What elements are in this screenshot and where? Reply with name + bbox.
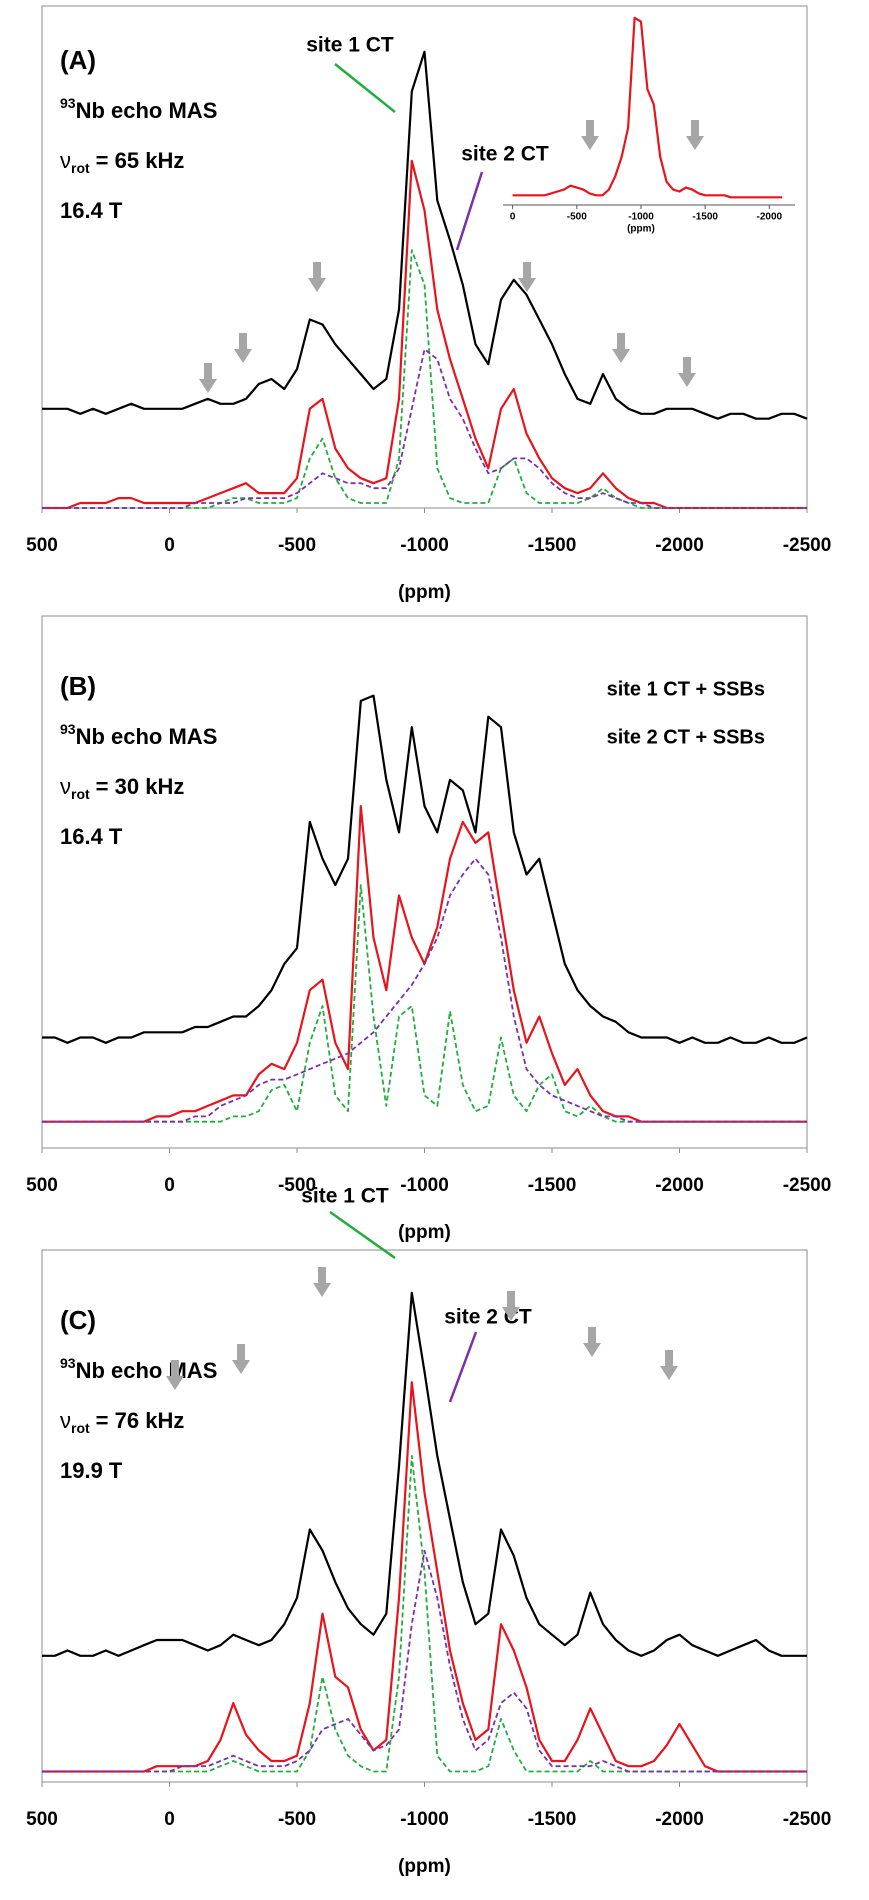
field-label: 16.4 T: [60, 824, 123, 849]
spectrum-line: [42, 1549, 807, 1773]
annotation-line: [448, 1331, 478, 1403]
nucleus-text: Nb echo MAS: [76, 724, 218, 749]
inset-x-tick-label: -1500: [692, 212, 718, 223]
nucleus-text: Nb echo MAS: [76, 1358, 218, 1383]
rotation-text: = 65 kHz: [96, 148, 185, 173]
spectrum-line: [42, 1381, 807, 1773]
rotation-label: νrot = 76 kHz: [60, 1408, 184, 1436]
nucleus-label: 93Nb echo MAS: [60, 1355, 217, 1383]
x-tick-label: -2000: [655, 1809, 704, 1830]
gray-arrow: [199, 363, 217, 393]
symbol: ν: [60, 1408, 71, 1433]
rotation-text: = 30 kHz: [96, 774, 185, 799]
x-tick-label: -2500: [783, 1809, 832, 1830]
gray-arrow: [502, 1291, 520, 1321]
annotation: site 1 CT: [306, 34, 394, 57]
panel-label: (A): [60, 45, 96, 75]
legend-entry: site 1 CT + SSBs: [607, 678, 765, 700]
x-tick-label: -500: [278, 1175, 316, 1196]
spectrum-line: [42, 694, 808, 1044]
field-label: 16.4 T: [60, 198, 123, 223]
x-tick-label: 0: [164, 1175, 175, 1196]
x-axis-label: (ppm): [398, 1856, 451, 1877]
subscript: rot: [71, 160, 90, 176]
spectrum-line: [42, 348, 807, 509]
x-tick-label: 0: [164, 1809, 175, 1830]
gray-arrow: [232, 1344, 250, 1374]
annotation: site 2 CT: [461, 143, 549, 166]
nucleus-label: 93Nb echo MAS: [60, 721, 217, 749]
subscript: rot: [71, 786, 90, 802]
x-tick-label: 500: [26, 535, 58, 556]
gray-arrow: [583, 1327, 601, 1357]
panel-label: (B): [60, 671, 96, 701]
x-tick-label: -2000: [655, 1175, 704, 1196]
superscript: 93: [60, 721, 76, 737]
x-tick-label: -1500: [528, 1809, 577, 1830]
x-axis-label: (ppm): [398, 582, 451, 603]
x-tick-label: -1500: [528, 1175, 577, 1196]
superscript: 93: [60, 95, 76, 111]
gray-arrow: [612, 333, 630, 363]
x-tick-label: -1000: [400, 1175, 449, 1196]
x-tick-label: -500: [278, 535, 316, 556]
plot-frame: [41, 1249, 808, 1783]
symbol: ν: [60, 774, 71, 799]
spectrum-line: [42, 1455, 807, 1773]
x-tick-label: -1000: [400, 535, 449, 556]
legend-entry: site 2 CT + SSBs: [607, 726, 765, 748]
spectrum-line: [42, 249, 807, 509]
inset-x-tick-label: -1000: [628, 212, 654, 223]
annotation: site 2 CT: [444, 1306, 532, 1329]
spectrum-line: [42, 1291, 807, 1657]
x-tick-label: -1500: [528, 535, 577, 556]
gray-arrow: [518, 262, 536, 292]
spectrum-line: [42, 884, 807, 1123]
annotation-line: [329, 1210, 396, 1260]
x-tick-label: -1000: [400, 1809, 449, 1830]
symbol: ν: [60, 148, 71, 173]
spectrum-line: [42, 50, 808, 420]
annotation: site 1 CT: [301, 1185, 389, 1208]
x-tick-label: 500: [26, 1809, 58, 1830]
rotation-text: = 76 kHz: [96, 1408, 185, 1433]
gray-arrow: [234, 333, 252, 363]
gray-arrow: [581, 120, 599, 150]
superscript: 93: [60, 1355, 76, 1371]
gray-arrow: [686, 120, 704, 150]
field-label: 19.9 T: [60, 1458, 123, 1483]
rotation-label: νrot = 30 kHz: [60, 774, 184, 802]
inset-x-tick-label: -2000: [757, 212, 783, 223]
annotation-line: [455, 171, 484, 251]
rotation-label: νrot = 65 kHz: [60, 148, 184, 176]
gray-arrow: [166, 1360, 184, 1390]
x-tick-label: 500: [26, 1175, 58, 1196]
gray-arrow: [308, 262, 326, 292]
plot-frame: [41, 5, 808, 509]
gray-arrow: [678, 357, 696, 387]
gray-arrow: [660, 1350, 678, 1380]
x-axis-label: (ppm): [398, 1222, 451, 1243]
panel-label: (C): [60, 1305, 96, 1335]
x-tick-label: -2000: [655, 535, 704, 556]
nucleus-label: 93Nb echo MAS: [60, 95, 217, 123]
subscript: rot: [71, 1420, 90, 1436]
inset-x-axis-label: (ppm): [627, 224, 655, 235]
x-tick-label: 0: [164, 535, 175, 556]
gray-arrow: [313, 1267, 331, 1297]
inset-x-tick-label: -500: [567, 212, 587, 223]
inset-x-tick-label: 0: [510, 212, 516, 223]
x-tick-label: -2500: [783, 1175, 832, 1196]
spectrum-line: [42, 857, 807, 1123]
x-tick-label: -2500: [783, 535, 832, 556]
nucleus-text: Nb echo MAS: [76, 98, 218, 123]
x-tick-label: -500: [278, 1809, 316, 1830]
spectrum-line: [512, 16, 783, 199]
annotation-line: [334, 63, 396, 113]
